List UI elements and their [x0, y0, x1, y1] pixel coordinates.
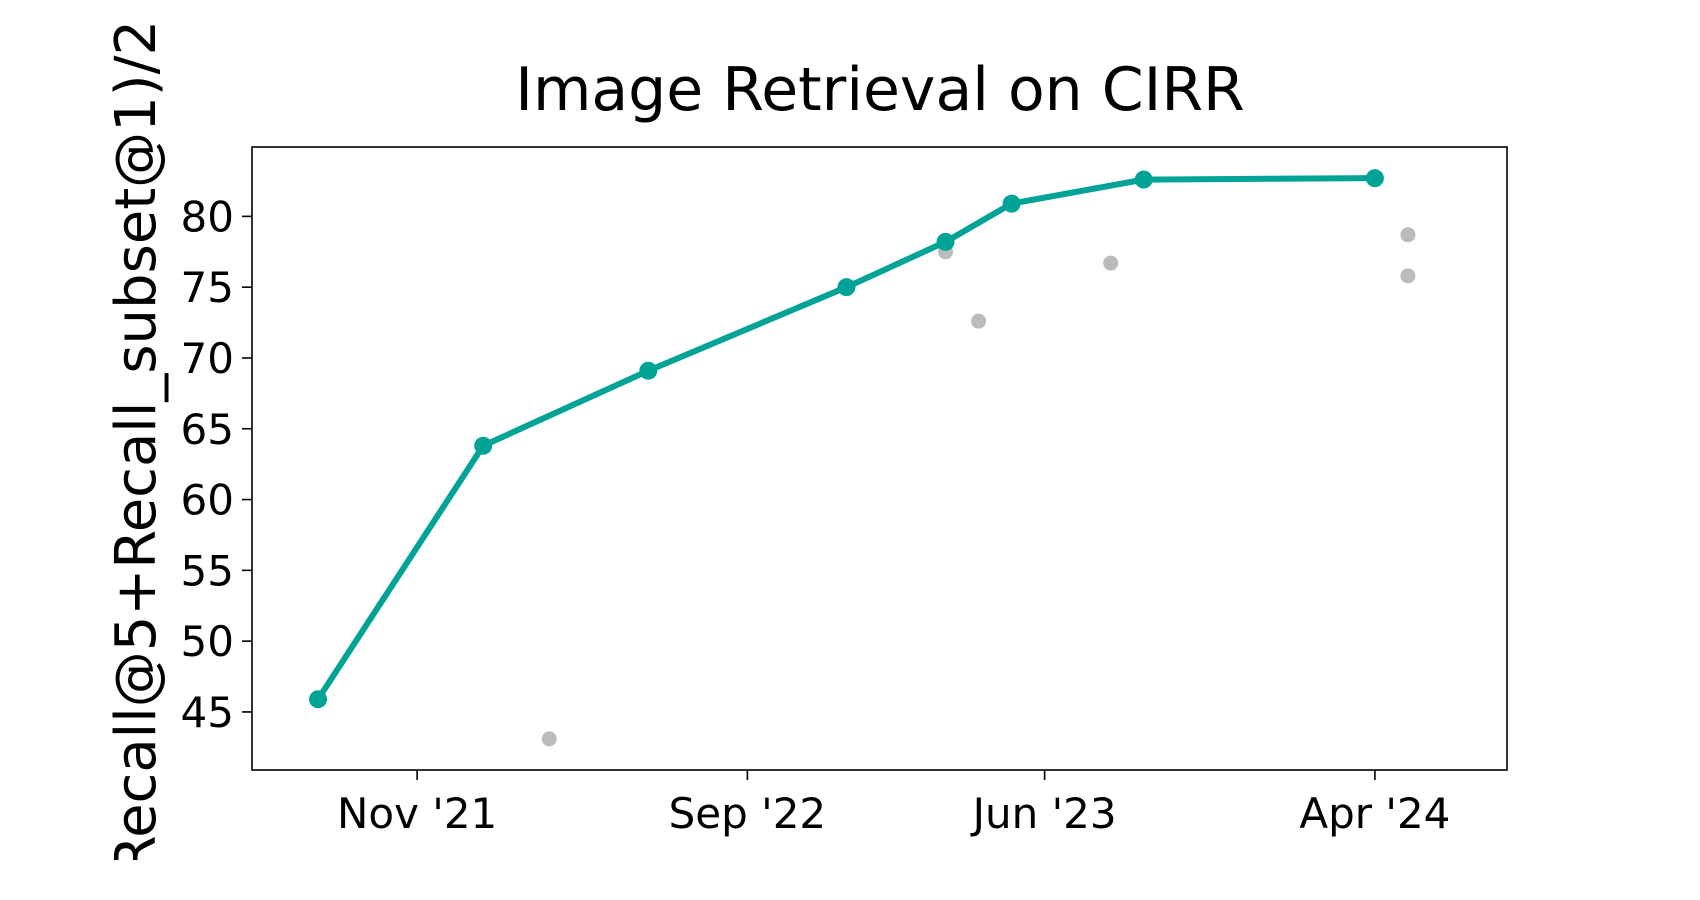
x-tick-label: Sep '22: [669, 789, 827, 838]
data-point: [309, 690, 328, 709]
other-point: [1103, 255, 1119, 271]
data-point: [1365, 169, 1384, 188]
y-tick-label: 60: [181, 476, 234, 525]
x-tick-label: Nov '21: [337, 789, 497, 838]
other-point: [1400, 227, 1416, 243]
y-tick-label: 75: [181, 263, 234, 312]
y-tick-label: 70: [181, 334, 234, 383]
y-tick-label: 50: [181, 617, 234, 666]
other-point: [971, 313, 987, 329]
data-point: [639, 361, 658, 380]
y-tick-label: 65: [181, 405, 234, 454]
data-point: [1134, 170, 1153, 189]
y-tick-label: 80: [181, 192, 234, 241]
y-axis-label: (Recall@5+Recall_subset@1)/2: [104, 20, 169, 896]
series-line: [315, 175, 1375, 701]
data-point: [1002, 194, 1021, 213]
data-point: [474, 436, 493, 455]
chart-title: Image Retrieval on CIRR: [515, 55, 1244, 125]
plot-frame: [251, 146, 1508, 771]
data-point: [936, 232, 955, 251]
x-tick-label: Jun '23: [970, 789, 1117, 838]
other-point: [1400, 268, 1416, 284]
x-tick-label: Apr '24: [1299, 789, 1450, 838]
data-point: [837, 278, 856, 297]
other-point: [541, 731, 557, 747]
y-tick-label: 55: [181, 546, 234, 595]
y-tick-label: 45: [181, 688, 234, 737]
